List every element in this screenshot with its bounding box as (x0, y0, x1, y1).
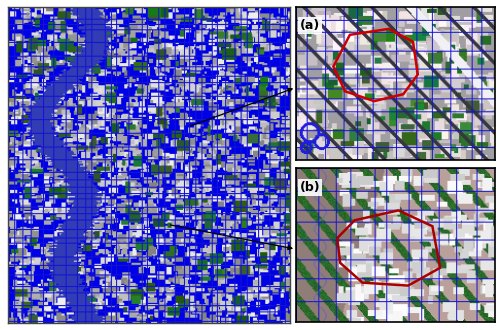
Text: (a): (a) (300, 19, 320, 32)
Text: (b): (b) (300, 181, 320, 194)
